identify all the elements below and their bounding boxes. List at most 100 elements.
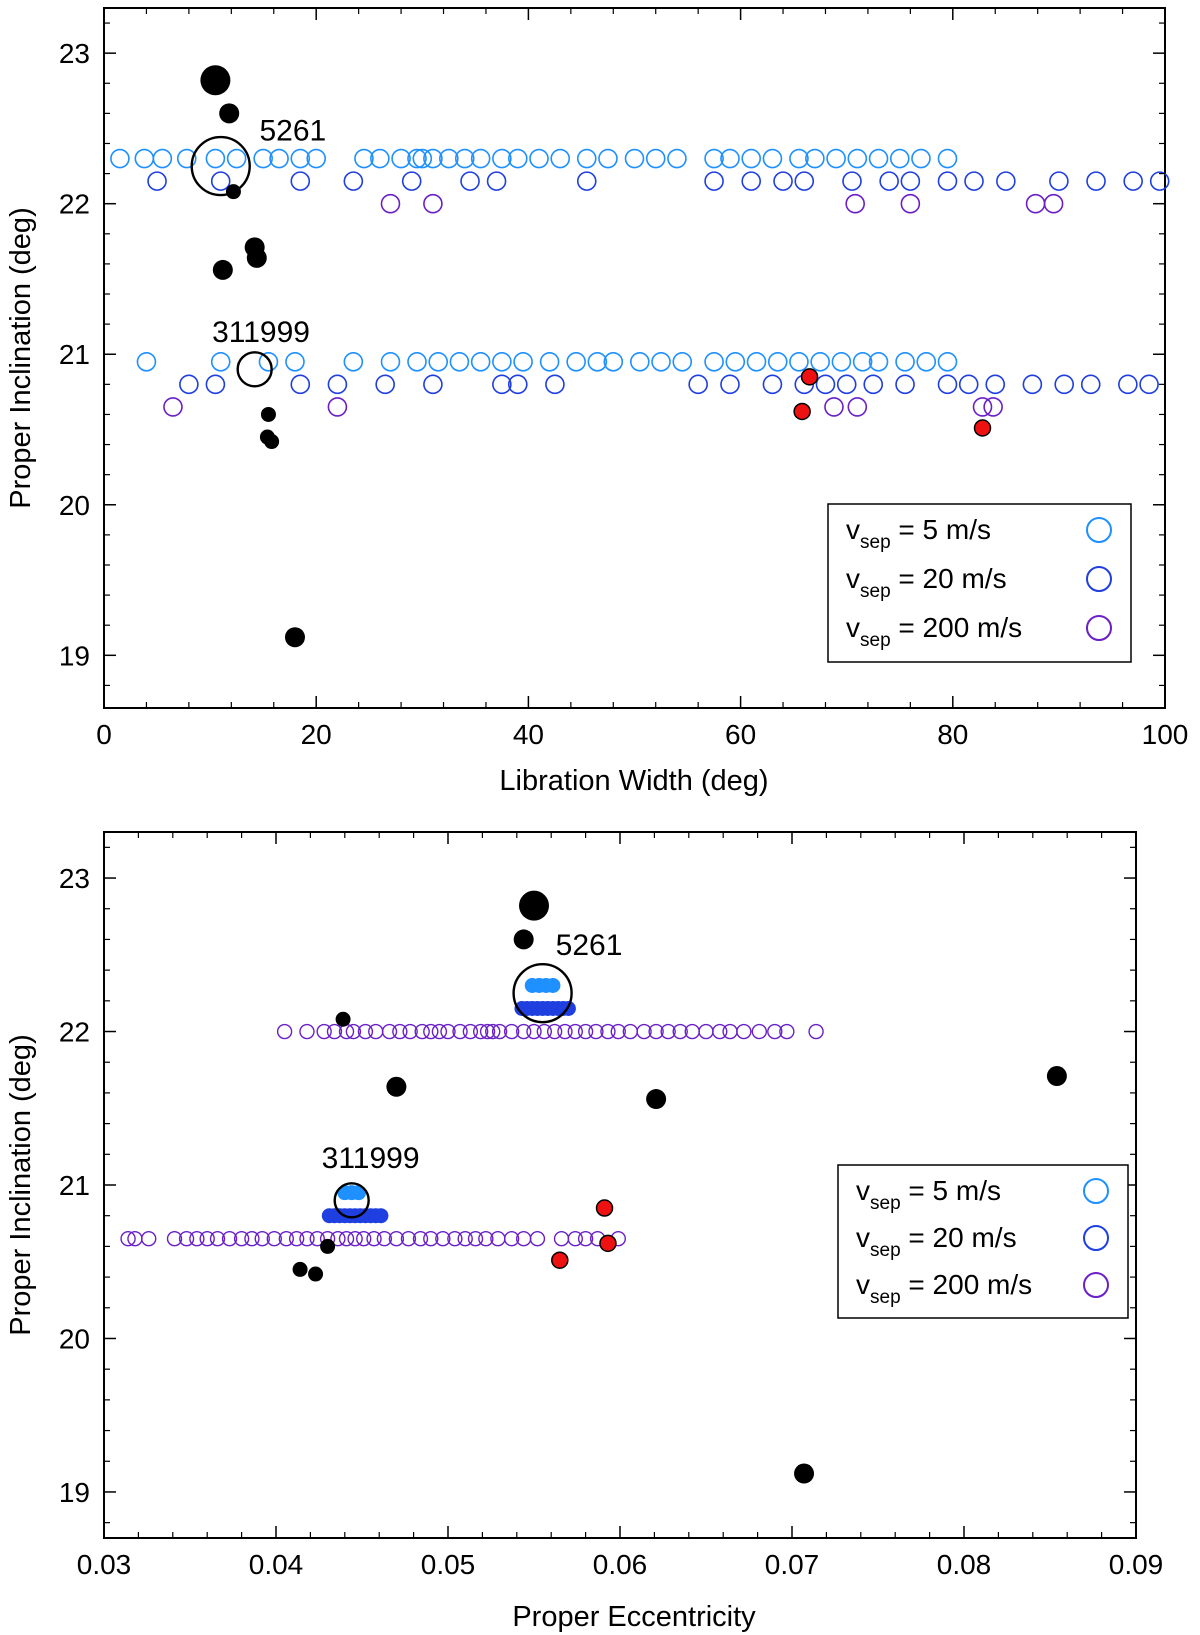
- bottom-v-sep-200-m-s-311999-point: [221, 1231, 238, 1247]
- top-v-sep-5-m-s-5261-point: [889, 148, 910, 169]
- top-v-sep-20-m-s-311999-point: [205, 374, 226, 395]
- bottom-v-sep-200-m-s-5261-point: [503, 1023, 520, 1040]
- bottom-v-sep-200-m-s-5261-point: [276, 1023, 293, 1040]
- top-v-sep-5-m-s-311999-point: [810, 351, 830, 372]
- top-v-sep-5-m-s-5261-point: [550, 148, 571, 169]
- top-v-sep-200-m-s-311999-point: [972, 397, 993, 417]
- top-v-sep-5-m-s-5261-point: [269, 148, 289, 169]
- top-v-sep-5-m-s-311999-point: [428, 351, 449, 372]
- bottom-black-asteroids-point: [292, 1261, 308, 1277]
- bottom-v-sep-200-m-s-311999-point: [503, 1231, 520, 1247]
- top-v-sep-20-m-s-311999-point: [895, 374, 915, 395]
- top-v-sep-20-m-s-311999-point: [492, 374, 512, 395]
- bottom-v-sep-20-m-s-311999-point: [373, 1208, 389, 1224]
- top-v-sep-5-m-s-5261-point: [507, 148, 528, 169]
- bottom-data-marks: [120, 890, 1067, 1484]
- top-v-sep-200-m-s-311999-point: [163, 397, 183, 417]
- top-v-sep-20-m-s-5261-point: [741, 171, 762, 191]
- bottom-v-sep-200-m-s-5261-point: [546, 1023, 563, 1040]
- top-v-sep-5-m-s-5261-point: [762, 148, 783, 169]
- bottom-v-sep-200-m-s-311999-point: [435, 1231, 451, 1247]
- bottom-v-sep-200-m-s-5261-point: [722, 1023, 738, 1040]
- top-v-sep-5-m-s-5261-point: [423, 148, 443, 169]
- top-v-sep-20-m-s-311999-point: [1080, 374, 1101, 395]
- bottom-v-sep-200-m-s-311999-point: [189, 1231, 205, 1247]
- top-legend-symbol: [1086, 615, 1112, 641]
- top-v-sep-20-m-s-311999-point: [863, 374, 884, 395]
- bottom-v-sep-200-m-s-5261-point: [491, 1023, 508, 1040]
- top-v-sep-5-m-s-311999-point: [136, 351, 157, 372]
- top-legend-label: vsep = 20 m/s: [846, 563, 1007, 602]
- top-v-sep-5-m-s-5261-point: [226, 148, 247, 169]
- top-axis-ticks: 0 20 40 60 80 100 19 20 21 22 23: [59, 8, 1188, 750]
- top-black-asteroids-point: [246, 247, 267, 268]
- top-v-sep-20-m-s-5261-point: [937, 171, 958, 191]
- bottom-v-sep-200-m-s-311999-point: [467, 1231, 484, 1247]
- top-v-sep-5-m-s-311999-point: [470, 351, 491, 372]
- top-v-sep-5-m-s-5261-point: [624, 148, 645, 169]
- top-highlight-circle-311999: [236, 351, 273, 388]
- bottom-v-sep-200-m-s-5261-point: [414, 1023, 430, 1040]
- top-v-sep-200-m-s-5261-point: [1025, 193, 1046, 214]
- bottom-x-tick-label: 0.06: [593, 1549, 648, 1580]
- top-v-sep-20-m-s-311999-point: [688, 374, 708, 395]
- bottom-v-sep-200-m-s-311999-point: [356, 1231, 372, 1247]
- top-v-sep-5-m-s-311999-point: [937, 351, 958, 372]
- top-v-sep-20-m-s-5261-point: [460, 171, 480, 191]
- bottom-v-sep-200-m-s-5261-point: [660, 1023, 676, 1040]
- bottom-v-sep-200-m-s-311999-point: [388, 1231, 405, 1247]
- top-v-sep-5-m-s-5261-point: [720, 148, 740, 169]
- bottom-v-sep-200-m-s-311999-point: [376, 1231, 393, 1247]
- top-v-sep-20-m-s-5261-point: [964, 171, 984, 191]
- top-v-sep-5-m-s-5261-point: [176, 148, 197, 169]
- top-y-tick-label: 22: [59, 189, 90, 220]
- top-v-sep-5-m-s-5261-point: [152, 148, 173, 169]
- bottom-v-sep-200-m-s-5261-point: [452, 1023, 468, 1040]
- bottom-v-sep-200-m-s-311999-point: [347, 1231, 363, 1247]
- top-legend-box: [827, 503, 1132, 663]
- bottom-y-tick-label: 19: [59, 1477, 90, 1508]
- bottom-v-sep-200-m-s-5261-point: [600, 1023, 616, 1040]
- top-v-sep-5-m-s-5261-point: [911, 148, 931, 169]
- top-v-sep-5-m-s-311999-point: [789, 351, 809, 372]
- top-v-sep-5-m-s-5261-point: [306, 148, 327, 169]
- top-v-sep-5-m-s-5261-point: [354, 148, 374, 169]
- bottom-v-sep-200-m-s-5261-point: [636, 1023, 652, 1040]
- top-v-sep-5-m-s-5261-point: [576, 148, 597, 169]
- bottom-x-tick-label: 0.09: [1109, 1549, 1164, 1580]
- bottom-v-sep-200-m-s-5261-point: [368, 1023, 384, 1040]
- top-y-axis-title: Proper Inclination (deg): [5, 207, 37, 508]
- top-v-sep-5-m-s-5261-point: [937, 148, 958, 169]
- top-v-sep-5-m-s-5261-point: [370, 148, 390, 169]
- bottom-v-sep-200-m-s-5261-point: [515, 1023, 532, 1040]
- top-v-sep-5-m-s-311999-point: [868, 351, 889, 372]
- bottom-v-sep-200-m-s-311999-point: [299, 1231, 315, 1247]
- top-v-sep-5-m-s-5261-point: [826, 148, 846, 169]
- top-v-sep-5-m-s-311999-point: [831, 351, 852, 372]
- top-v-sep-5-m-s-311999-point: [449, 351, 470, 372]
- bottom-v-sep-200-m-s-311999-point: [447, 1231, 463, 1247]
- top-data-marks: [110, 65, 1170, 648]
- top-v-sep-20-m-s-311999-point: [836, 374, 857, 395]
- bottom-annotation-311999: 311999: [322, 1142, 420, 1175]
- bottom-v-sep-200-m-s-5261-point: [357, 1023, 374, 1040]
- bottom-v-sep-200-m-s-311999-point: [338, 1231, 355, 1247]
- top-v-sep-200-m-s-311999-point: [824, 397, 844, 417]
- top-annotation-5261: 5261: [259, 114, 326, 147]
- bottom-v-sep-200-m-s-311999-point: [209, 1231, 226, 1247]
- top-v-sep-5-m-s-311999-point: [492, 351, 512, 372]
- top-v-sep-20-m-s-5261-point: [343, 171, 364, 191]
- top-v-sep-5-m-s-311999-point: [672, 351, 693, 372]
- top-v-sep-200-m-s-5261-point: [423, 193, 443, 214]
- top-v-sep-5-m-s-5261-point: [704, 148, 724, 169]
- top-v-sep-20-m-s-311999-point: [545, 374, 565, 395]
- top-v-sep-20-m-s-5261-point: [879, 171, 899, 191]
- top-v-sep-5-m-s-311999-point: [513, 351, 533, 372]
- bottom-v-sep-200-m-s-311999-point: [288, 1231, 305, 1247]
- top-v-sep-20-m-s-311999-point: [423, 374, 443, 395]
- bottom-v-sep-200-m-s-311999-point: [278, 1231, 295, 1247]
- bottom-y-tick-label: 23: [59, 863, 90, 894]
- top-v-sep-200-m-s-311999-point: [983, 397, 1003, 417]
- bottom-v-sep-200-m-s-5261-point: [479, 1023, 496, 1040]
